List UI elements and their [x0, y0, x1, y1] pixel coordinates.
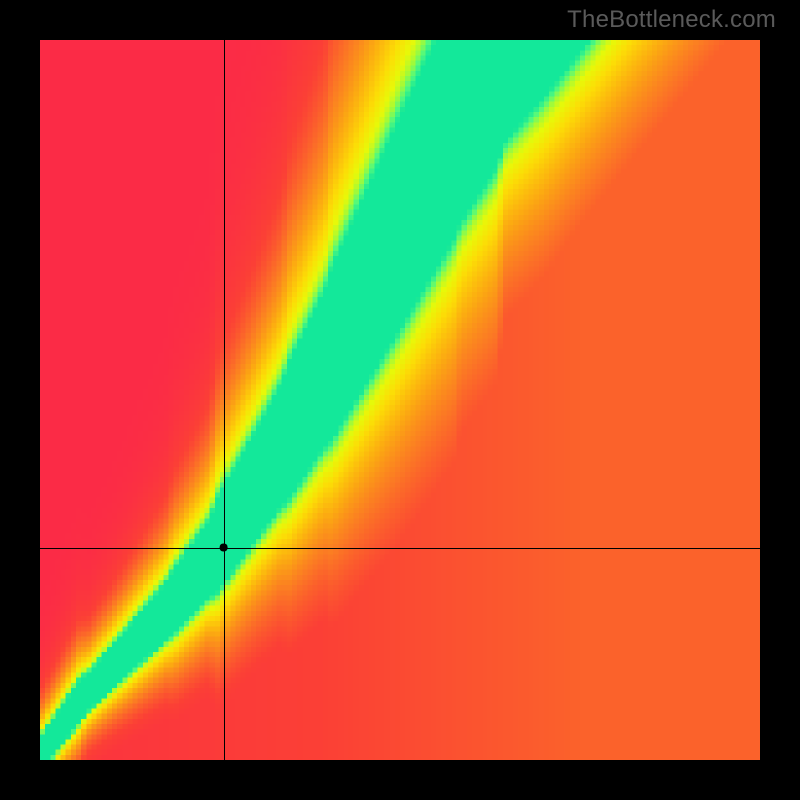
watermark-text: TheBottleneck.com [567, 6, 776, 34]
chart-container: { "watermark": { "text": "TheBottleneck.… [0, 0, 800, 800]
crosshair-overlay [40, 40, 760, 760]
